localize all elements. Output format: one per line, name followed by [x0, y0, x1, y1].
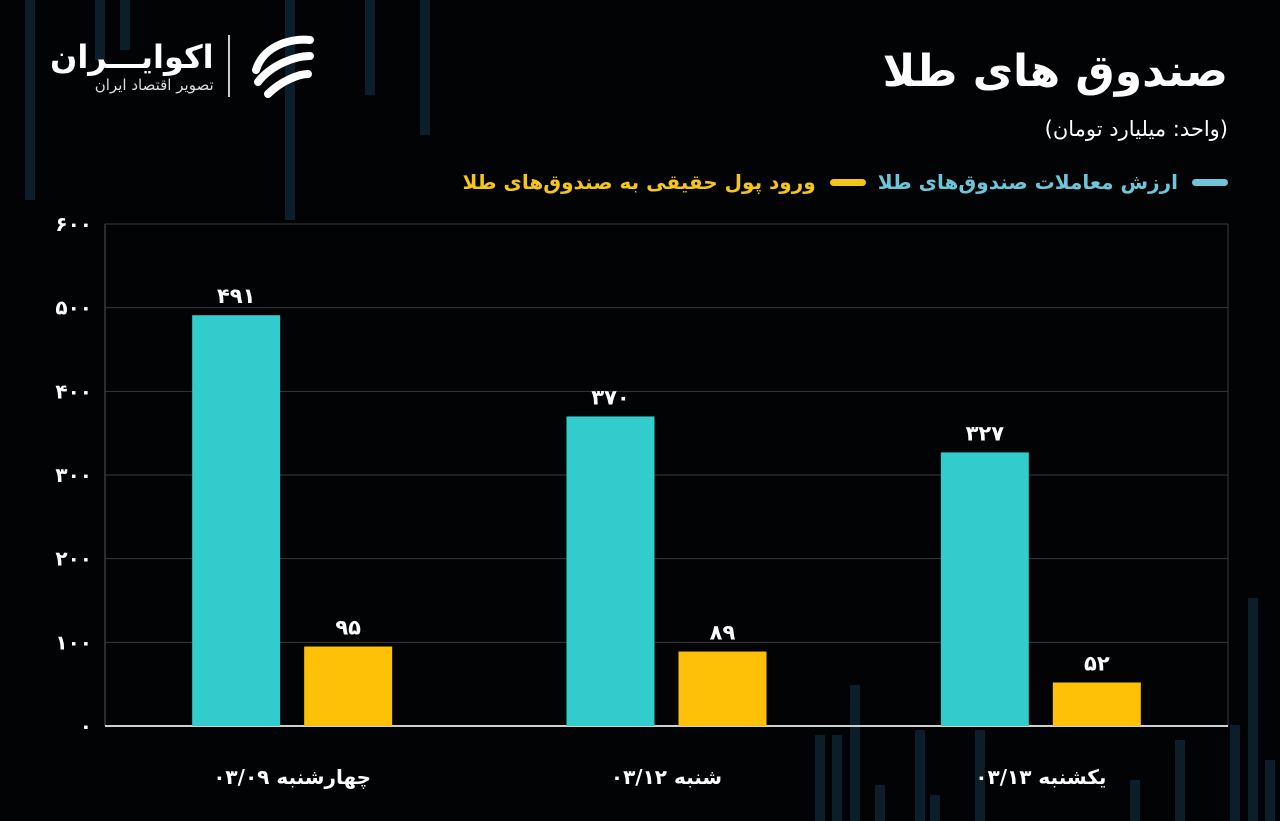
decor-stripe [815, 735, 825, 821]
decor-stripe [832, 735, 842, 821]
y-tick-label: ۲۰۰ [55, 547, 92, 571]
legend-swatch-series2 [829, 178, 866, 186]
data-label: ۴۹۱ [217, 284, 255, 308]
decor-stripe [25, 0, 35, 200]
decor-stripe [1230, 725, 1240, 821]
legend-label-series2: ورود پول حقیقی به صندوق‌های طلا [462, 170, 816, 194]
bar-series2 [304, 646, 393, 726]
chart-title: صندوق های طلا [882, 46, 1228, 97]
decor-stripe [1265, 760, 1275, 821]
legend: ارزش معاملات صندوق‌های طلا ورود پول حقیق… [462, 170, 1228, 194]
decor-stripe [875, 785, 885, 821]
data-label: ۹۵ [335, 616, 361, 640]
bar-series1 [940, 452, 1029, 726]
data-label: ۸۹ [710, 621, 736, 645]
decor-stripe [95, 0, 105, 60]
decor-stripe [850, 685, 860, 821]
logo-divider [227, 35, 230, 97]
decor-stripe [365, 0, 375, 95]
x-tick-label: یکشنبه ۰۳/۱۳ [975, 765, 1106, 789]
brand-emblem-icon [251, 35, 314, 98]
bar-series2 [1052, 682, 1141, 726]
decor-stripe [975, 730, 985, 821]
decor-stripe [120, 0, 130, 50]
brand-name: اکوایـــران [50, 38, 214, 76]
bar-series1 [192, 315, 281, 726]
y-tick-label: ۰ [80, 714, 92, 738]
brand-logo: اکوایـــران تصویر اقتصاد ایران [50, 30, 316, 102]
decor-stripe [915, 730, 925, 821]
bar-series1 [566, 416, 655, 726]
data-label: ۳۷۰ [591, 385, 629, 409]
y-tick-label: ۱۰۰ [55, 630, 92, 654]
brand-tagline: تصویر اقتصاد ایران [94, 76, 214, 94]
y-tick-label: ۶۰۰ [55, 212, 92, 236]
y-tick-label: ۴۰۰ [55, 379, 92, 403]
decor-stripe [420, 0, 430, 135]
decor-stripe [1248, 598, 1258, 821]
x-tick-label: شنبه ۰۳/۱۲ [611, 765, 722, 789]
x-tick-label: چهارشنبه ۰۳/۰۹ [213, 765, 371, 790]
chart-subtitle: (واحد: میلیارد تومان) [1044, 117, 1228, 141]
y-tick-label: ۵۰۰ [55, 296, 92, 320]
data-label: ۳۲۷ [966, 421, 1005, 445]
decor-stripe [1130, 780, 1140, 821]
decor-stripe [285, 0, 295, 220]
data-label: ۵۲ [1084, 651, 1110, 675]
legend-swatch-series1 [1192, 178, 1228, 186]
legend-label-series1: ارزش معاملات صندوق‌های طلا [877, 170, 1178, 194]
y-tick-label: ۳۰۰ [55, 463, 92, 487]
bar-series2 [678, 651, 767, 726]
decor-stripe [1175, 740, 1185, 821]
decor-stripe [930, 795, 940, 821]
